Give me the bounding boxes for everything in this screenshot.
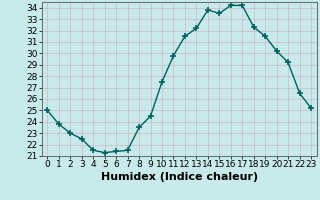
- X-axis label: Humidex (Indice chaleur): Humidex (Indice chaleur): [100, 172, 258, 182]
